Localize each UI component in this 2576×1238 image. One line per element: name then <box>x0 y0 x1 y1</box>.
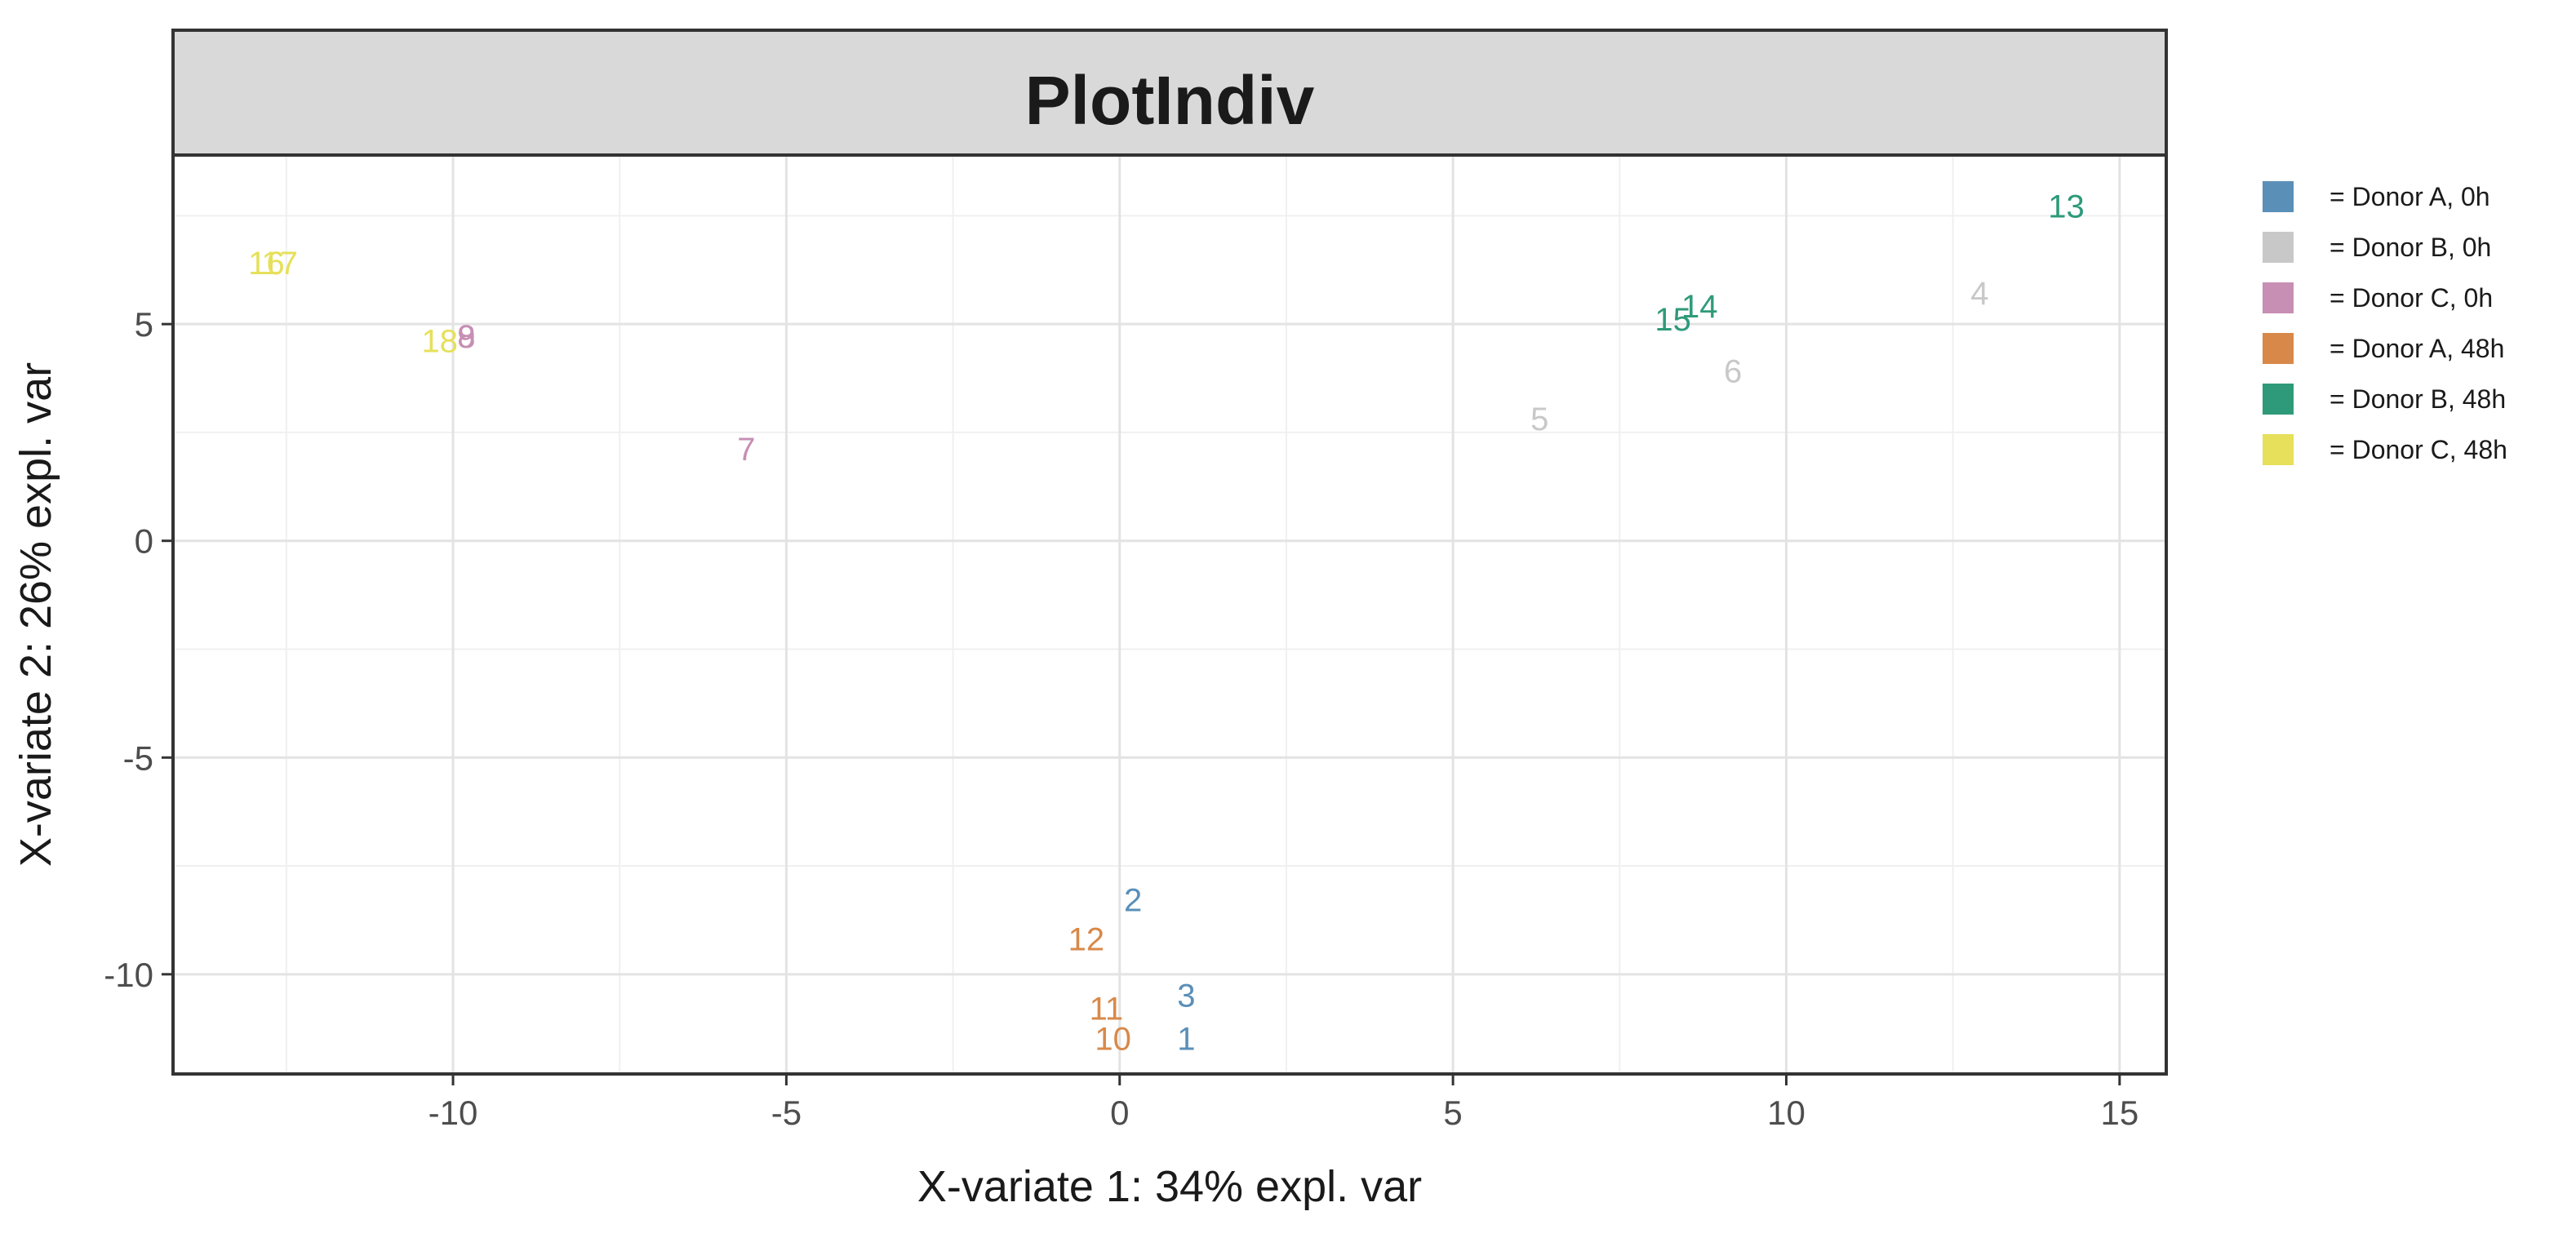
x-tick-label: -10 <box>429 1094 478 1132</box>
plot-panel-border <box>171 153 2168 1076</box>
chart-title: PlotIndiv <box>1025 62 1315 139</box>
y-axis-title: X-variate 2: 26% expl. var <box>11 362 60 867</box>
sample-point-15: 15 <box>1654 302 1691 338</box>
x-tick-label: 15 <box>2100 1094 2139 1132</box>
legend-label: = Donor A, 0h <box>2330 182 2490 211</box>
sample-point-7: 7 <box>737 432 755 468</box>
legend-swatch <box>2263 232 2294 263</box>
sample-point-9: 9 <box>457 319 475 355</box>
legend: = Donor A, 0h = Donor B, 0h = Donor C, 0h =… <box>2263 181 2507 465</box>
legend-swatch <box>2263 282 2294 313</box>
x-tick-label: -5 <box>771 1094 802 1132</box>
sample-point-4: 4 <box>1970 276 1988 312</box>
sample-point-8: 8 <box>457 319 475 355</box>
panel-title-strip <box>171 29 2168 157</box>
x-axis: -10 -5 0 5 10 15 <box>429 1074 2139 1132</box>
sample-point-2: 2 <box>1124 883 1142 919</box>
legend-label: = Donor C, 0h <box>2330 283 2493 313</box>
grid-layer <box>173 155 2166 1074</box>
y-axis: -10 -5 0 5 <box>104 305 173 994</box>
x-tick-label: 5 <box>1443 1094 1462 1132</box>
x-axis-title: X-variate 1: 34% expl. var <box>917 1162 1422 1211</box>
legend-label: = Donor B, 48h <box>2330 384 2506 414</box>
sample-point-10: 10 <box>1095 1022 1131 1058</box>
sample-point-14: 14 <box>1681 289 1718 325</box>
legend-swatch <box>2263 434 2294 465</box>
legend-swatch <box>2263 333 2294 364</box>
y-tick-label: 0 <box>135 522 153 561</box>
sample-point-1: 1 <box>1177 1022 1195 1058</box>
sample-point-5: 5 <box>1530 402 1548 437</box>
sample-point-18: 18 <box>421 323 458 359</box>
x-tick-label: 0 <box>1110 1094 1129 1132</box>
legend-swatch <box>2263 181 2294 212</box>
legend-label: = Donor C, 48h <box>2330 435 2507 464</box>
y-tick-label: 5 <box>135 305 153 344</box>
legend-label: = Donor B, 0h <box>2330 233 2491 262</box>
sample-point-3: 3 <box>1177 978 1195 1014</box>
sample-point-6: 6 <box>1724 354 1742 390</box>
x-tick-label: 10 <box>1767 1094 1805 1132</box>
y-tick-label: -10 <box>104 956 153 994</box>
legend-swatch <box>2263 384 2294 415</box>
sample-point-17: 17 <box>261 246 298 282</box>
sample-point-11: 11 <box>1090 991 1124 1027</box>
sample-point-13: 13 <box>2048 189 2085 225</box>
sample-point-12: 12 <box>1068 921 1105 957</box>
y-tick-label: -5 <box>123 739 153 777</box>
legend-label: = Donor A, 48h <box>2330 334 2504 363</box>
sample-point-16: 16 <box>248 246 285 282</box>
